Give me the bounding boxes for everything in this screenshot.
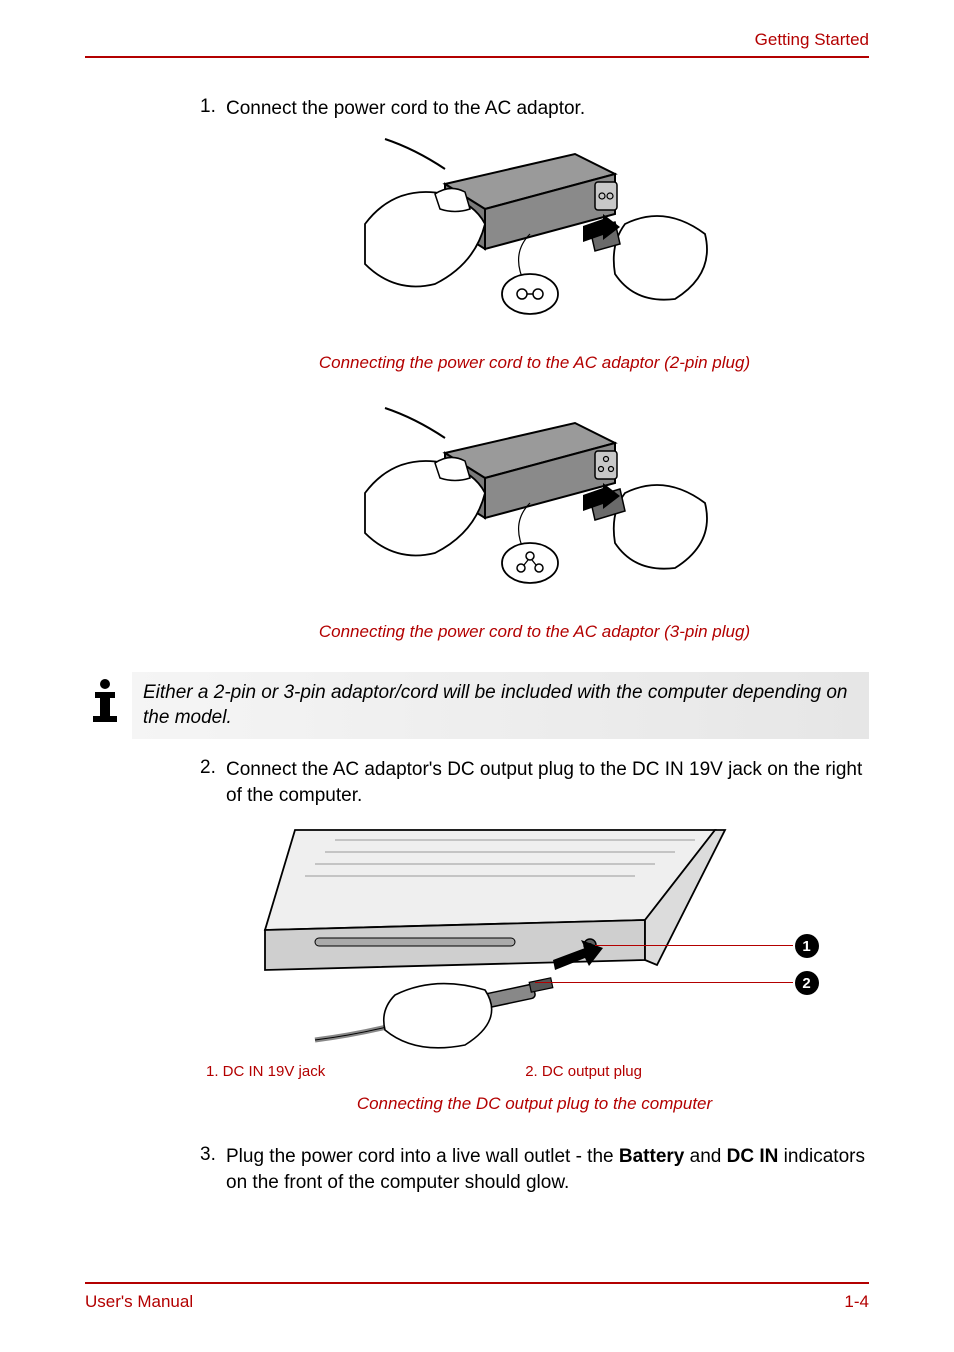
callout-badge-label: 2 [802,975,810,992]
adaptor-3pin-illustration [335,403,735,603]
page-content: 1. Connect the power cord to the AC adap… [85,96,869,1282]
step-text: Connect the AC adaptor's DC output plug … [226,757,869,808]
dc-plug-illustration [255,820,815,1050]
step3-text-a: Plug the power cord into a live wall out… [226,1146,619,1167]
footer-right: 1-4 [844,1292,869,1312]
legend-item-2: 2. DC output plug [525,1063,642,1080]
callout-badge-1: 1 [795,934,819,958]
step-text: Plug the power cord into a live wall out… [226,1144,869,1195]
figure-legend: 1. DC IN 19V jack 2. DC output plug [200,1063,869,1080]
info-note: Either a 2-pin or 3-pin adaptor/cord wil… [85,672,869,739]
callout-line-1 [595,945,793,946]
info-icon [85,674,125,729]
callout-badge-2: 2 [795,971,819,995]
figure-caption-2pin: Connecting the power cord to the AC adap… [200,353,869,373]
step-3: 3. Plug the power cord into a live wall … [200,1144,869,1195]
page-footer: User's Manual 1-4 [85,1282,869,1312]
step3-bold-battery: Battery [619,1146,684,1167]
step-text: Connect the power cord to the AC adaptor… [226,96,585,122]
section-title: Getting Started [755,30,869,49]
step-1: 1. Connect the power cord to the AC adap… [200,96,869,122]
adaptor-2pin-illustration [335,134,735,334]
callout-line-2 [535,982,793,983]
note-text: Either a 2-pin or 3-pin adaptor/cord wil… [143,674,865,737]
footer-left: User's Manual [85,1292,193,1312]
figure-3pin [200,403,869,608]
step-number: 2. [200,757,226,808]
step-2: 2. Connect the AC adaptor's DC output pl… [200,757,869,808]
step3-bold-dcin: DC IN [727,1146,779,1167]
step-number: 3. [200,1144,226,1195]
callout-badge-label: 1 [802,938,810,955]
figure-caption-dc: Connecting the DC output plug to the com… [200,1094,869,1114]
figure-dc-plug: 1 2 1. DC IN 19V jack 2. DC output plug [200,820,869,1080]
figure-2pin [200,134,869,339]
step-number: 1. [200,96,226,122]
figure-caption-3pin: Connecting the power cord to the AC adap… [200,622,869,642]
step3-text-mid: and [684,1146,726,1167]
legend-item-1: 1. DC IN 19V jack [206,1063,325,1080]
page-header: Getting Started [85,30,869,58]
